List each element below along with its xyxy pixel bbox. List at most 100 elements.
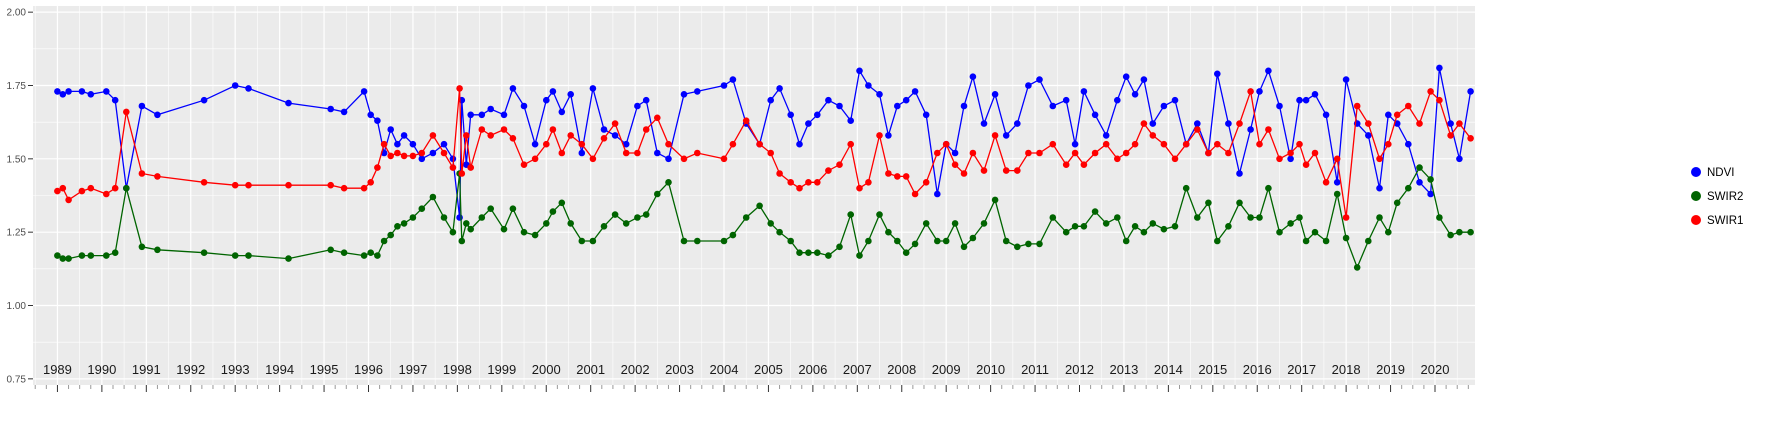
data-point-SWIR2 — [380, 237, 388, 245]
x-tick-label: 2010 — [976, 362, 1005, 377]
data-point-SWIR2 — [1062, 228, 1070, 236]
data-point-SWIR1 — [622, 149, 630, 157]
data-point-SWIR2 — [54, 252, 61, 259]
legend-label-SWIR1: SWIR1 — [1707, 215, 1743, 227]
data-point-SWIR2 — [654, 190, 661, 198]
data-point-SWIR2 — [285, 255, 292, 262]
x-tick-label: 1991 — [132, 362, 161, 377]
data-point-SWIR1 — [409, 152, 417, 160]
data-point-NDVI — [1140, 76, 1148, 83]
data-point-SWIR1 — [729, 140, 737, 148]
data-point-SWIR1 — [814, 179, 821, 186]
x-tick-label: 1997 — [398, 362, 427, 377]
x-tick-label: 2016 — [1243, 362, 1272, 377]
data-point-SWIR1 — [951, 161, 959, 168]
data-point-SWIR2 — [78, 252, 86, 259]
data-point-SWIR1 — [567, 132, 574, 139]
data-point-SWIR2 — [865, 237, 872, 245]
data-point-NDVI — [1256, 88, 1263, 95]
data-point-SWIR2 — [1236, 199, 1243, 207]
data-point-SWIR1 — [642, 126, 650, 133]
data-point-SWIR1 — [429, 132, 437, 139]
data-point-SWIR2 — [1456, 228, 1463, 236]
data-point-SWIR2 — [1036, 240, 1043, 248]
x-tick-label: 1992 — [176, 362, 205, 377]
data-point-SWIR2 — [111, 249, 119, 256]
data-point-SWIR1 — [1036, 149, 1043, 157]
data-point-SWIR1 — [825, 167, 832, 174]
data-point-SWIR1 — [665, 140, 672, 148]
data-point-SWIR1 — [1160, 140, 1168, 148]
data-point-NDVI — [611, 132, 619, 139]
data-point-SWIR1 — [865, 179, 872, 186]
data-point-SWIR1 — [478, 126, 486, 133]
data-point-SWIR1 — [902, 173, 910, 180]
data-point-SWIR1 — [960, 170, 968, 177]
data-point-NDVI — [1276, 102, 1283, 110]
data-point-NDVI — [1014, 120, 1021, 127]
data-point-SWIR2 — [138, 243, 146, 251]
x-tick-label: 2018 — [1332, 362, 1361, 377]
data-point-SWIR2 — [1225, 223, 1232, 230]
data-point-NDVI — [367, 111, 375, 119]
data-point-SWIR2 — [991, 196, 999, 204]
data-point-NDVI — [1062, 96, 1070, 104]
x-tick-label: 2001 — [576, 362, 605, 377]
data-point-SWIR1 — [123, 108, 130, 116]
data-point-NDVI — [1025, 82, 1032, 89]
data-point-SWIR2 — [622, 220, 630, 227]
data-point-SWIR1 — [1225, 149, 1232, 157]
data-point-SWIR1 — [111, 184, 119, 192]
data-point-SWIR1 — [1333, 155, 1341, 163]
data-point-SWIR1 — [1014, 167, 1021, 174]
data-point-SWIR1 — [374, 164, 381, 171]
data-point-SWIR2 — [694, 237, 701, 245]
data-point-NDVI — [865, 82, 872, 89]
data-point-SWIR2 — [1385, 228, 1392, 236]
data-point-NDVI — [885, 132, 892, 139]
x-tick-label: 1993 — [221, 362, 250, 377]
data-point-SWIR2 — [1140, 228, 1148, 236]
data-point-SWIR2 — [796, 249, 803, 256]
data-point-SWIR2 — [876, 211, 883, 218]
data-point-SWIR2 — [59, 255, 67, 262]
data-point-NDVI — [680, 91, 688, 98]
data-point-SWIR1 — [589, 155, 597, 163]
data-point-SWIR2 — [467, 225, 475, 233]
data-point-NDVI — [922, 111, 930, 119]
data-point-NDVI — [856, 67, 863, 75]
data-point-SWIR1 — [200, 179, 208, 186]
data-point-SWIR1 — [942, 140, 950, 148]
x-tick-label: 2006 — [798, 362, 827, 377]
data-point-SWIR2 — [103, 252, 110, 259]
data-point-SWIR2 — [1182, 184, 1190, 192]
data-point-SWIR2 — [1353, 264, 1361, 271]
data-point-NDVI — [285, 99, 292, 107]
data-point-SWIR1 — [796, 184, 803, 192]
data-point-SWIR2 — [787, 237, 794, 245]
data-point-SWIR2 — [902, 249, 910, 256]
data-point-SWIR1 — [558, 149, 566, 157]
data-point-SWIR1 — [1385, 140, 1392, 148]
x-tick-label: 1999 — [487, 362, 516, 377]
data-point-NDVI — [418, 155, 426, 163]
x-tick-label: 1998 — [443, 362, 472, 377]
data-point-SWIR1 — [394, 149, 401, 157]
data-point-SWIR1 — [1302, 161, 1310, 168]
data-point-SWIR2 — [1427, 176, 1434, 183]
data-point-NDVI — [654, 149, 661, 157]
data-point-SWIR2 — [814, 249, 821, 256]
data-point-SWIR2 — [885, 228, 892, 236]
x-tick-label: 1989 — [43, 362, 72, 377]
data-point-SWIR1 — [1214, 140, 1221, 148]
data-point-NDVI — [934, 190, 941, 198]
data-point-SWIR1 — [1342, 214, 1350, 221]
data-point-NDVI — [387, 126, 395, 133]
data-point-NDVI — [960, 102, 968, 110]
y-tick-label: 1.50 — [7, 154, 27, 165]
y-tick-label: 1.75 — [7, 81, 27, 92]
data-point-NDVI — [87, 91, 95, 98]
data-point-SWIR1 — [611, 120, 619, 127]
data-point-SWIR2 — [123, 184, 130, 192]
